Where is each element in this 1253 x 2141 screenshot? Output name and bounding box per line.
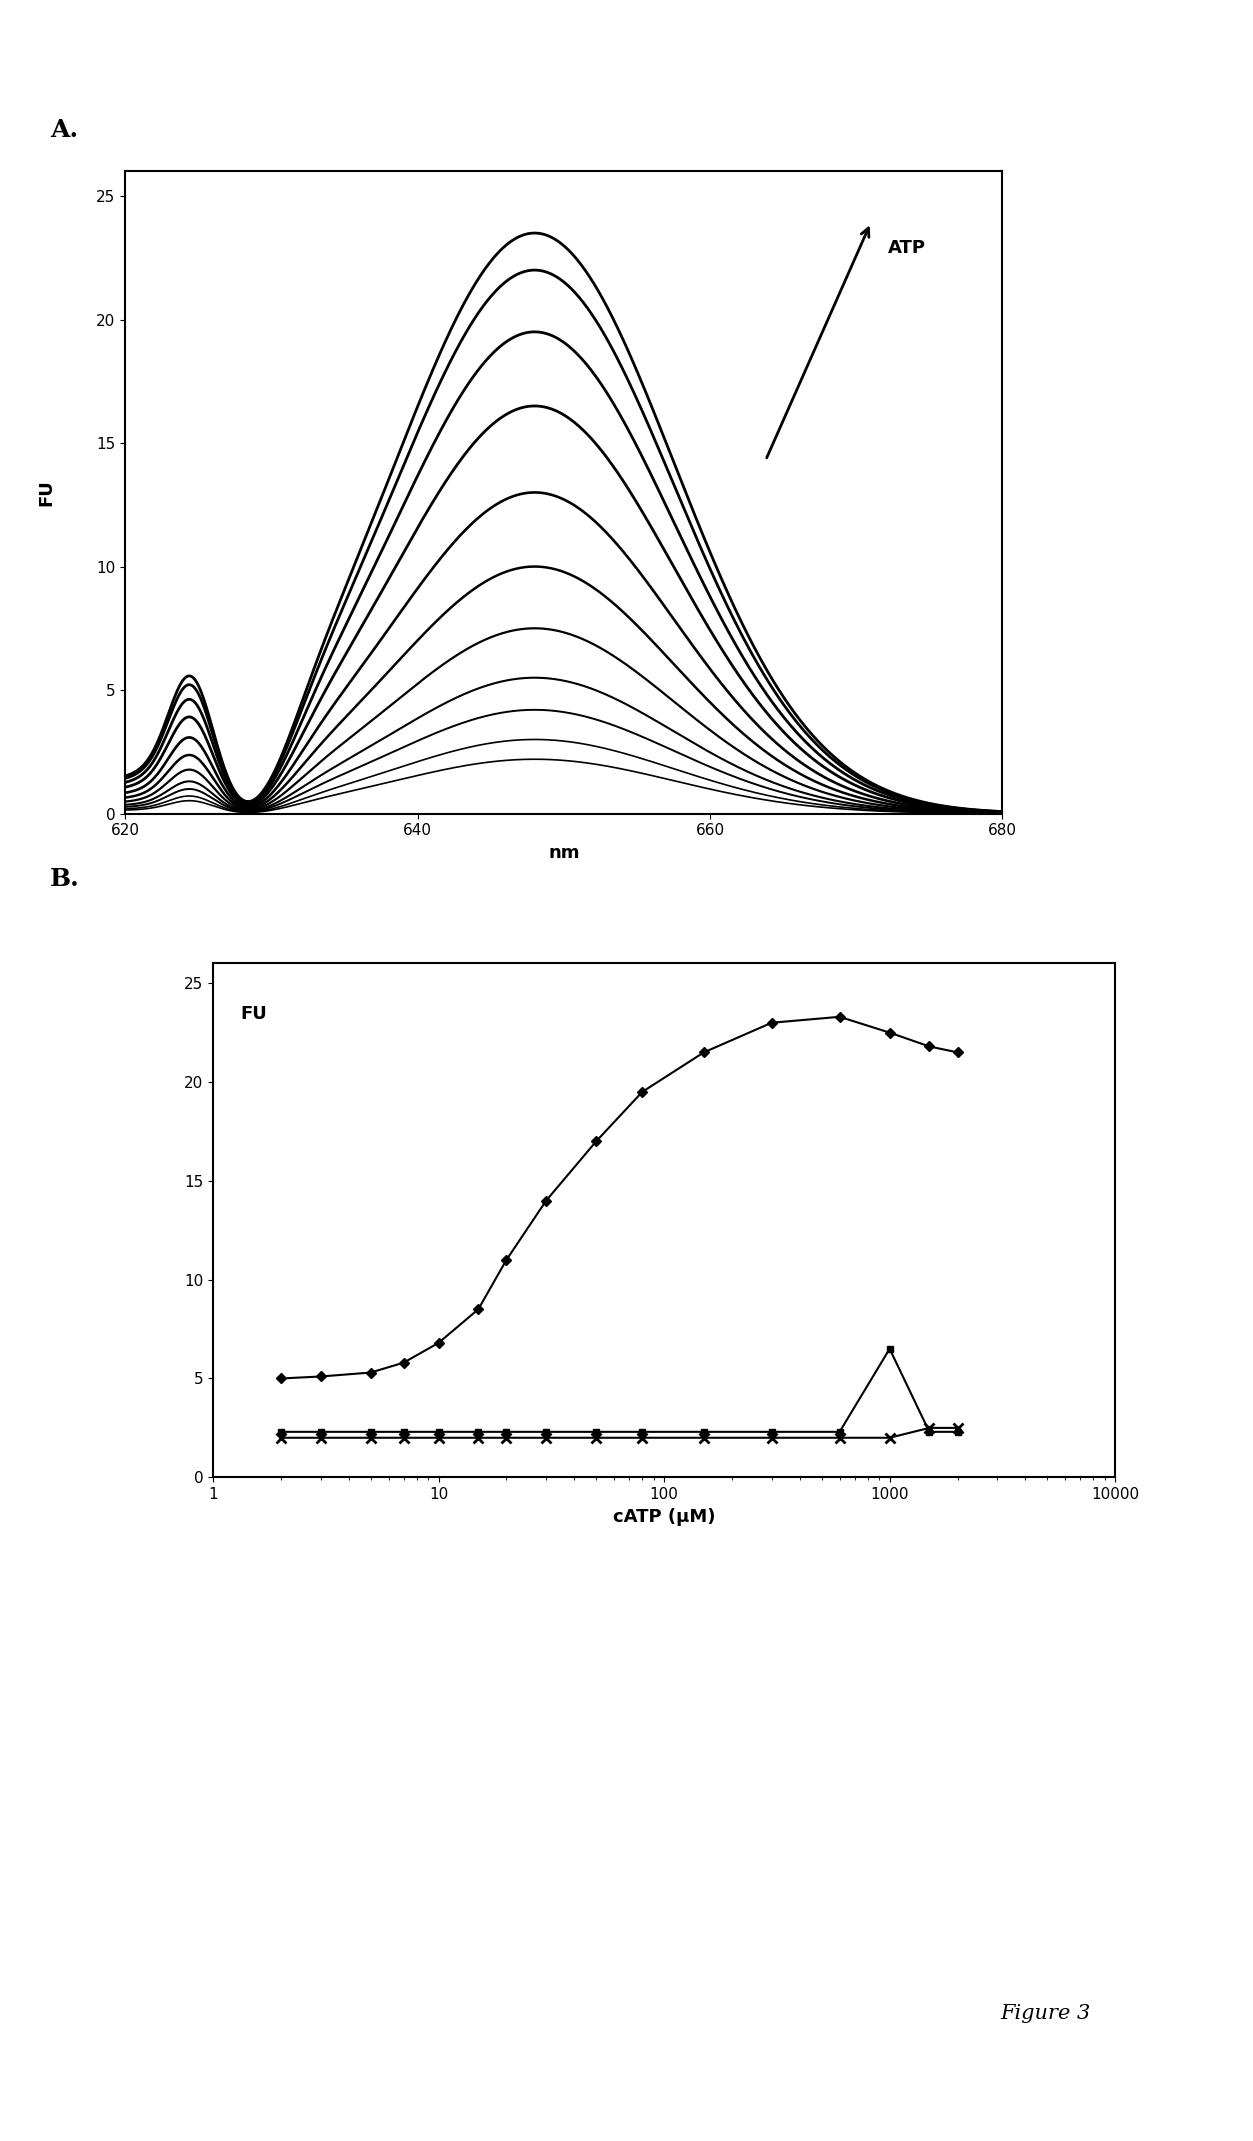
Text: Figure 3: Figure 3 xyxy=(1000,2004,1090,2023)
Y-axis label: FU: FU xyxy=(38,480,55,505)
Text: ATP: ATP xyxy=(888,240,926,257)
Text: A.: A. xyxy=(50,118,78,141)
Text: FU: FU xyxy=(241,1004,267,1023)
X-axis label: cATP (μM): cATP (μM) xyxy=(613,1507,715,1527)
Text: B.: B. xyxy=(50,867,80,891)
X-axis label: nm: nm xyxy=(548,844,580,863)
